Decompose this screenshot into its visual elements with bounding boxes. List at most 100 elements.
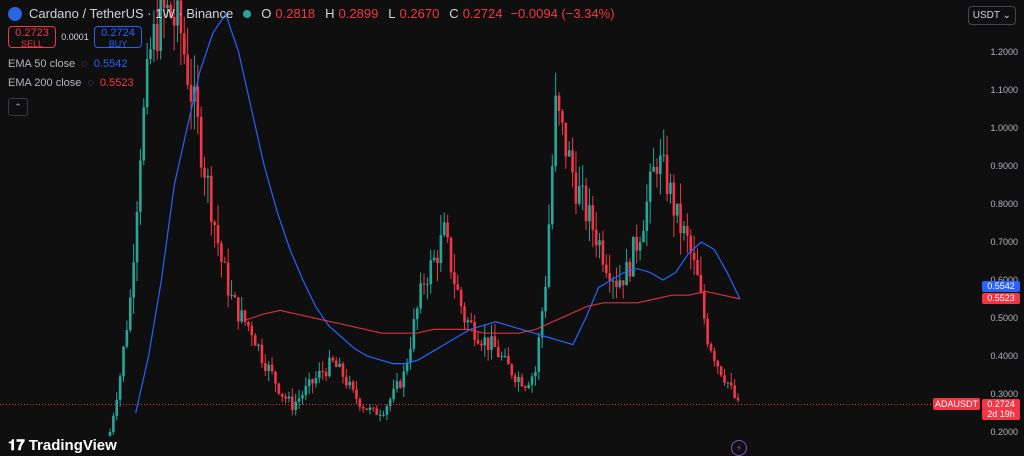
candle-body — [311, 379, 314, 384]
candle-body — [388, 399, 392, 407]
candle-body — [355, 389, 358, 399]
candle-body — [652, 166, 655, 172]
candle-body — [490, 336, 493, 350]
candle-body — [733, 385, 736, 398]
candle-body — [601, 240, 605, 265]
candle-body — [679, 203, 682, 234]
ema200-value: 0.5523 — [99, 77, 134, 89]
candle-body — [557, 95, 561, 112]
currency-selector[interactable]: USDT ⌄ — [967, 6, 1016, 25]
candle-body — [442, 222, 446, 236]
candle-body — [672, 182, 676, 216]
candle-body — [385, 406, 389, 415]
open-value: 0.2818 — [275, 6, 316, 21]
candle-body — [527, 384, 530, 388]
candle-body — [375, 408, 379, 415]
price-axis-tick: 0.2000 — [990, 427, 1018, 437]
loading-icon: ◌ — [81, 58, 88, 70]
ema50-line — [135, 12, 741, 414]
candle-body — [128, 297, 132, 331]
candle-body — [547, 224, 551, 287]
currency-label: USDT — [972, 10, 1000, 21]
high-value: 0.2899 — [338, 6, 379, 21]
candle-body — [686, 225, 689, 236]
candle-body — [169, 4, 173, 17]
ema200-axis-tag: 0.5523 — [982, 293, 1020, 304]
candle-body — [145, 58, 149, 108]
buy-label: BUY — [108, 39, 128, 49]
tradingview-logo[interactable]: 𝟏𝟕 TradingView — [8, 437, 117, 454]
sell-button[interactable]: 0.2723 SELL — [8, 26, 56, 49]
sell-price: 0.2723 — [15, 27, 49, 39]
symbol-title[interactable]: Cardano / TetherUS · 1W · Binance — [29, 6, 234, 21]
low-label: L — [388, 6, 396, 21]
candle-body — [243, 310, 247, 322]
candle-body — [483, 337, 487, 346]
candle-body — [611, 280, 615, 282]
cardano-logo-icon — [8, 6, 22, 21]
candle-body — [294, 401, 297, 411]
candle-body — [466, 320, 470, 323]
candle-body — [632, 236, 635, 277]
candle-body — [213, 221, 216, 226]
candle-body — [132, 262, 135, 298]
candle-body — [486, 337, 490, 350]
candle-body — [395, 381, 399, 389]
lightning-icon[interactable]: ⚡ — [731, 440, 747, 456]
candle-body — [554, 95, 557, 167]
candle-body — [655, 166, 659, 174]
candle-body — [571, 150, 574, 173]
candle-body — [280, 393, 284, 397]
candle-body — [642, 230, 645, 243]
price-axis-tick: 0.6000 — [990, 275, 1018, 285]
candle-body — [449, 237, 453, 273]
price-axis-tick: 0.5000 — [990, 313, 1018, 323]
candle-body — [621, 280, 625, 286]
candle-body — [463, 306, 466, 323]
candle-body — [540, 311, 544, 338]
ema200-legend[interactable]: EMA 200 close ◌ 0.5523 — [8, 77, 134, 89]
candle-body — [270, 364, 274, 372]
candle-body — [348, 381, 352, 386]
price-axis-tick: 0.9000 — [990, 161, 1018, 171]
last-price-axis-tag: 0.2724 — [982, 399, 1020, 410]
collapse-legend-button[interactable]: ⌃ — [8, 98, 28, 116]
candle-body — [159, 0, 162, 51]
candle-body — [199, 116, 203, 168]
candle-body — [155, 23, 159, 51]
candle-body — [419, 283, 422, 309]
candle-body — [172, 16, 176, 26]
candle-body — [729, 382, 733, 386]
candle-body — [220, 243, 223, 262]
candle-body — [382, 414, 385, 416]
candle-body — [108, 432, 112, 436]
candle-body — [574, 172, 578, 204]
candlestick-series — [108, 0, 740, 437]
candle-body — [368, 407, 372, 410]
candle-body — [594, 229, 598, 246]
candle-body — [544, 286, 547, 312]
symbol-legend: Cardano / TetherUS · 1W · Binance O 0.281… — [8, 6, 615, 21]
ema50-legend[interactable]: EMA 50 close ◌ 0.5542 — [8, 58, 127, 70]
candle-body — [696, 260, 699, 275]
trade-panel: 0.2723 SELL 0.0001 0.2724 BUY — [8, 26, 142, 49]
candle-body — [196, 86, 200, 117]
loading-icon: ◌ — [87, 77, 94, 89]
candle-body — [338, 363, 341, 367]
candle-body — [648, 171, 652, 202]
price-axis-tick: 0.8000 — [990, 199, 1018, 209]
candle-body — [162, 0, 166, 8]
candle-body — [125, 330, 129, 347]
candle-body — [328, 357, 331, 377]
candle-body — [608, 273, 611, 282]
candle-body — [182, 33, 186, 55]
candle-body — [496, 347, 500, 357]
candle-body — [112, 415, 115, 432]
close-label: C — [449, 6, 459, 21]
candle-body — [567, 150, 571, 157]
candle-body — [216, 225, 220, 244]
candle-body — [439, 235, 443, 264]
candle-body — [422, 283, 426, 285]
buy-button[interactable]: 0.2724 BUY — [94, 26, 142, 49]
